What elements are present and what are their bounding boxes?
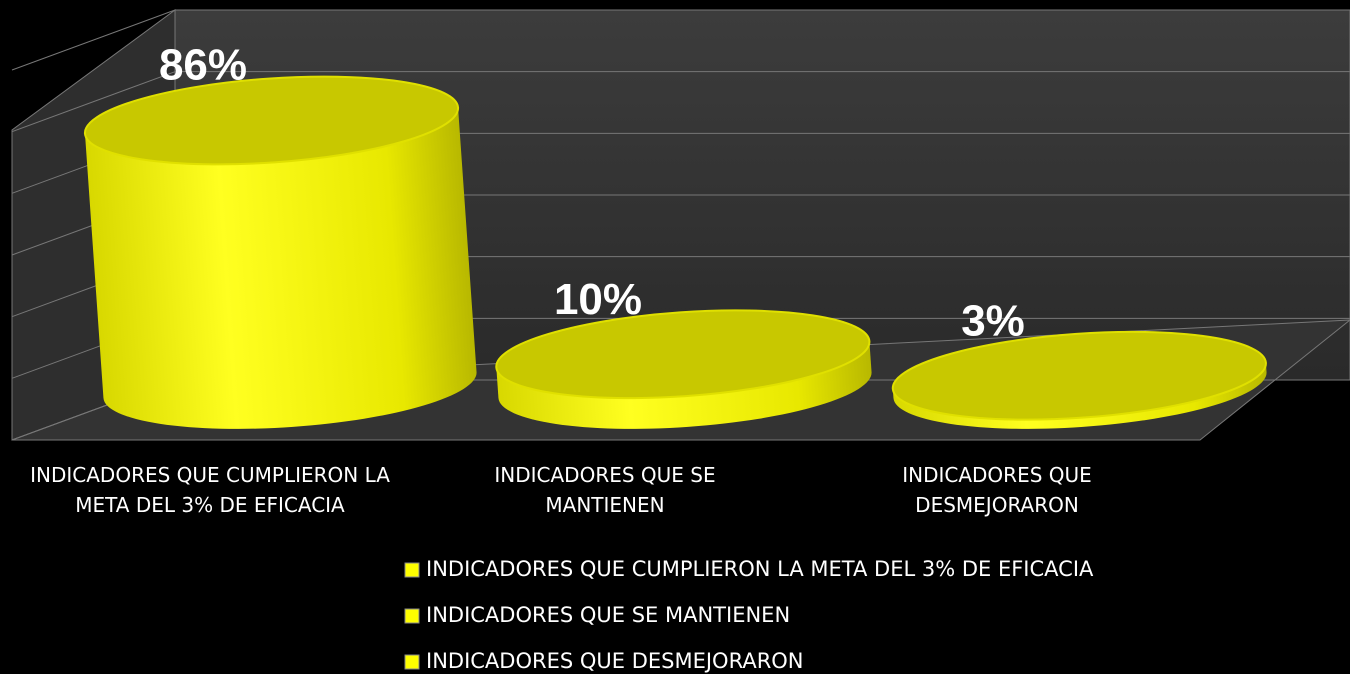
bar-group — [495, 309, 872, 429]
legend-label: INDICADORES QUE DESMEJORARON — [426, 649, 804, 673]
side-grid-line — [11, 71, 176, 133]
x-tick-label-box: INDICADORES QUE CUMPLIERON LA META DEL 3… — [30, 463, 390, 517]
x-tick-label: INDICADORES QUE CUMPLIERON LA META DEL 3… — [30, 463, 390, 517]
value-label: 86% — [159, 40, 247, 89]
legend-swatch — [404, 562, 420, 578]
value-label: 10% — [554, 275, 642, 324]
bar-top — [495, 309, 871, 400]
bar-group — [83, 75, 477, 429]
legend-label: INDICADORES QUE CUMPLIERON LA META DEL 3… — [426, 557, 1094, 581]
x-tick-label: INDICADORES QUE DESMEJORARON — [902, 463, 1092, 517]
legend-swatch — [404, 608, 420, 624]
x-tick-label-box: INDICADORES QUE SE MANTIENEN — [494, 463, 716, 517]
x-tick-label: INDICADORES QUE SE MANTIENEN — [494, 463, 716, 517]
side-grid-line — [11, 9, 176, 71]
bar-top — [83, 75, 460, 166]
bar-top — [891, 330, 1267, 421]
bar-group — [891, 330, 1267, 429]
bar — [84, 107, 477, 429]
legend-swatch — [404, 654, 420, 670]
x-tick-label-box: INDICADORES QUE DESMEJORARON — [902, 463, 1092, 517]
value-label: 3% — [961, 296, 1025, 345]
legend-label: INDICADORES QUE SE MANTIENEN — [426, 603, 790, 627]
